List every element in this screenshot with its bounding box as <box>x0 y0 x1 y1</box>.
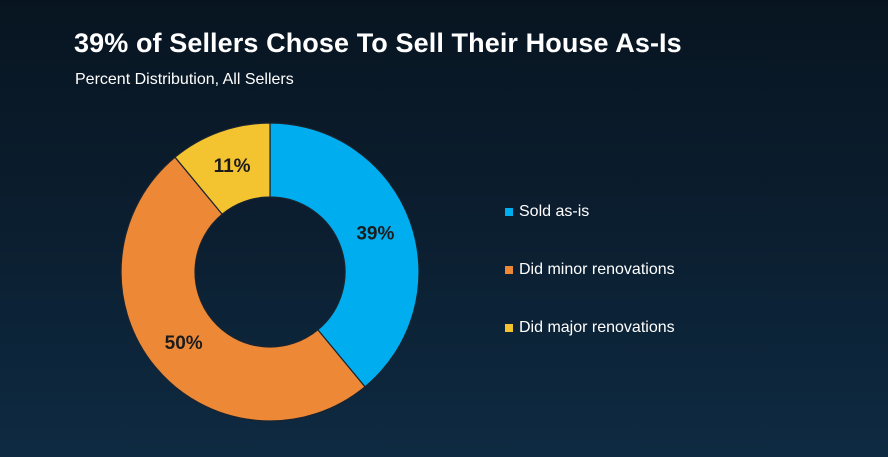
legend-item-2: Did major renovations <box>505 318 675 338</box>
donut-slice-1 <box>120 156 366 422</box>
legend-swatch-0 <box>505 208 513 216</box>
donut-labels: 39% 50% 11% <box>165 156 395 354</box>
slice-value-label-1: 50% <box>165 333 203 354</box>
slice-value-label-0: 39% <box>356 224 394 245</box>
legend: Sold as-is Did minor renovations Did major… <box>505 202 675 376</box>
legend-item-1: Did minor renovations <box>505 260 675 280</box>
donut-slices <box>120 122 420 422</box>
legend-item-0: Sold as-is <box>505 202 675 222</box>
donut-slice-0 <box>269 122 420 388</box>
donut-slice-2 <box>174 122 271 216</box>
chart-title: 39% of Sellers Chose To Sell Their House… <box>74 28 682 58</box>
legend-label-0: Sold as-is <box>519 203 590 220</box>
legend-label-1: Did minor renovations <box>519 261 675 278</box>
slice-value-label-2: 11% <box>214 156 251 177</box>
legend-swatch-2 <box>505 324 513 332</box>
chart-subtitle: Percent Distribution, All Sellers <box>75 71 294 88</box>
legend-label-2: Did major renovations <box>519 319 675 336</box>
legend-swatch-1 <box>505 266 513 274</box>
